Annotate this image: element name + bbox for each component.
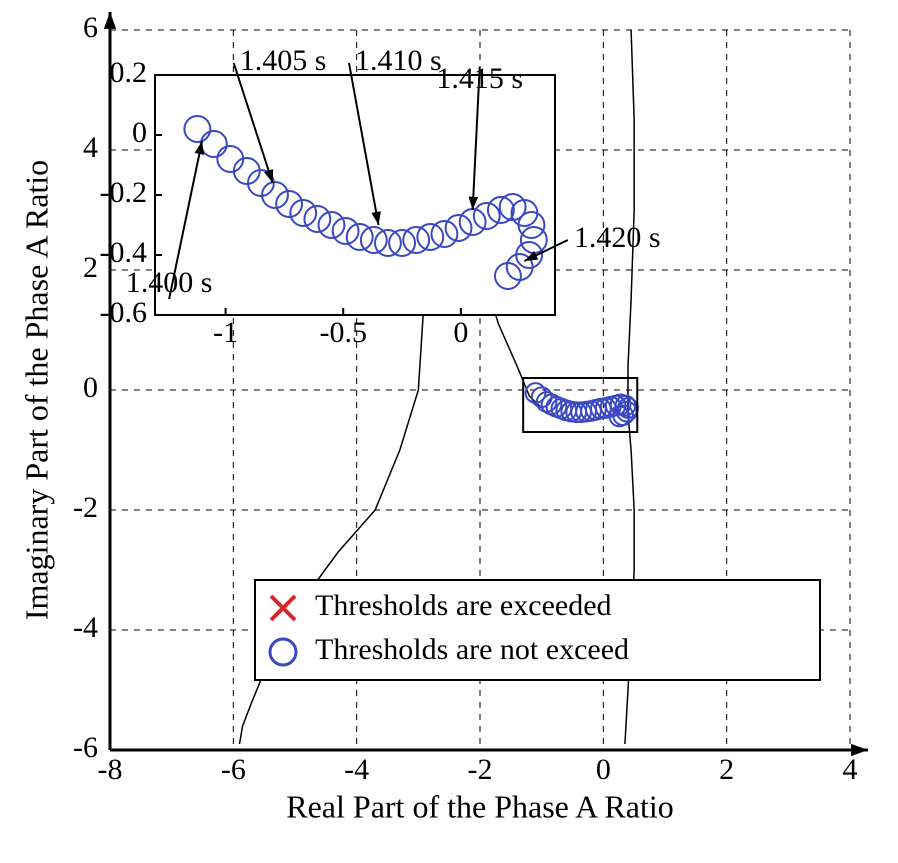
svg-text:0.2: 0.2 bbox=[110, 56, 148, 89]
svg-text:2: 2 bbox=[83, 251, 98, 284]
time-annotation: 1.410 s bbox=[355, 44, 442, 77]
time-annotation: 1.400 s bbox=[126, 266, 213, 299]
legend: Thresholds are exceeded Thresholds are no… bbox=[255, 580, 820, 680]
legend-label: Thresholds are exceeded bbox=[315, 589, 612, 622]
svg-text:0: 0 bbox=[596, 753, 611, 786]
svg-text:-1: -1 bbox=[213, 316, 238, 349]
phase-ratio-plot: -8-6-4-2024-6-4-20246Real Part of the Ph… bbox=[0, 0, 898, 858]
inset-plot: -1 -0.5 0 -0.6 -0.4 -0.2 0 0.2 bbox=[100, 56, 556, 349]
svg-text:-6: -6 bbox=[73, 731, 98, 764]
svg-text:4: 4 bbox=[83, 131, 98, 164]
svg-text:4: 4 bbox=[843, 753, 858, 786]
svg-text:2: 2 bbox=[719, 753, 734, 786]
svg-text:6: 6 bbox=[83, 11, 98, 44]
svg-text:-2: -2 bbox=[73, 491, 98, 524]
legend-label: Thresholds are not exceed bbox=[315, 633, 629, 666]
svg-text:0: 0 bbox=[132, 116, 147, 149]
svg-text:0: 0 bbox=[83, 371, 98, 404]
x-axis-label: Real Part of the Phase A Ratio bbox=[286, 788, 674, 824]
svg-text:-8: -8 bbox=[98, 753, 123, 786]
svg-text:-4: -4 bbox=[344, 753, 369, 786]
svg-text:-6: -6 bbox=[221, 753, 246, 786]
svg-text:-0.5: -0.5 bbox=[319, 316, 367, 349]
y-axis-label: Imaginary Part of the Phase A Ratio bbox=[18, 160, 54, 620]
svg-text:-0.6: -0.6 bbox=[100, 296, 148, 329]
time-annotation: 1.420 s bbox=[574, 221, 661, 254]
time-annotation: 1.405 s bbox=[240, 44, 327, 77]
svg-text:0: 0 bbox=[453, 316, 468, 349]
svg-text:-2: -2 bbox=[468, 753, 493, 786]
svg-text:-0.4: -0.4 bbox=[100, 236, 148, 269]
svg-text:-4: -4 bbox=[73, 611, 98, 644]
svg-text:-0.2: -0.2 bbox=[100, 176, 148, 209]
